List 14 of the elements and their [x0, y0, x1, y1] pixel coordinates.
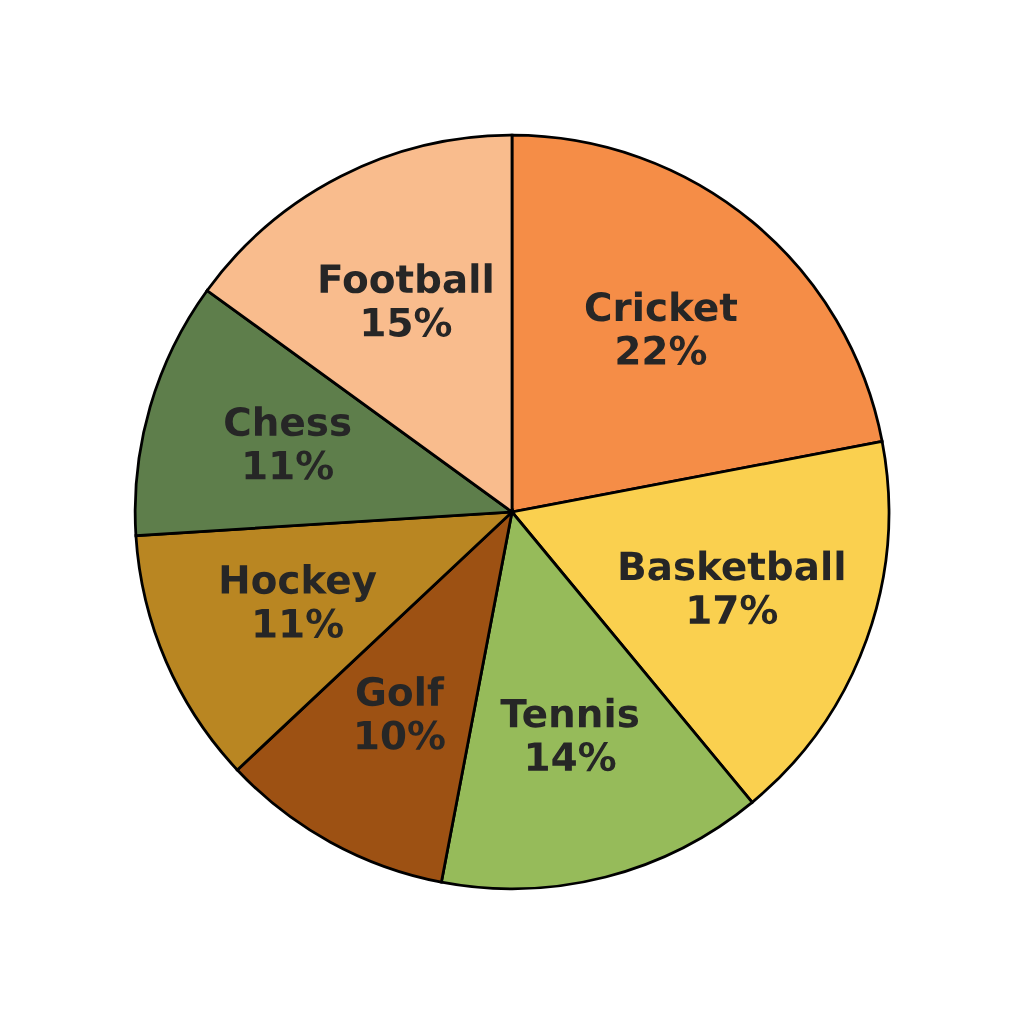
slice-label: Tennis	[500, 697, 639, 728]
data-label: 10%	[357, 720, 445, 750]
slice-label: Basketball	[620, 550, 844, 581]
data-label: 17%	[689, 594, 778, 625]
data-label: 22%	[617, 335, 707, 366]
slice-label: Cricket	[585, 291, 737, 322]
slice-label: Chess	[225, 406, 351, 437]
data-label: 15%	[363, 307, 452, 337]
slice-label: Golf	[356, 676, 445, 707]
slice-label: Football	[320, 263, 492, 294]
slice-label: Hockey	[221, 564, 377, 602]
data-label: 11%	[255, 608, 343, 638]
data-label: 14%	[527, 741, 616, 772]
data-label: 11%	[245, 450, 333, 480]
